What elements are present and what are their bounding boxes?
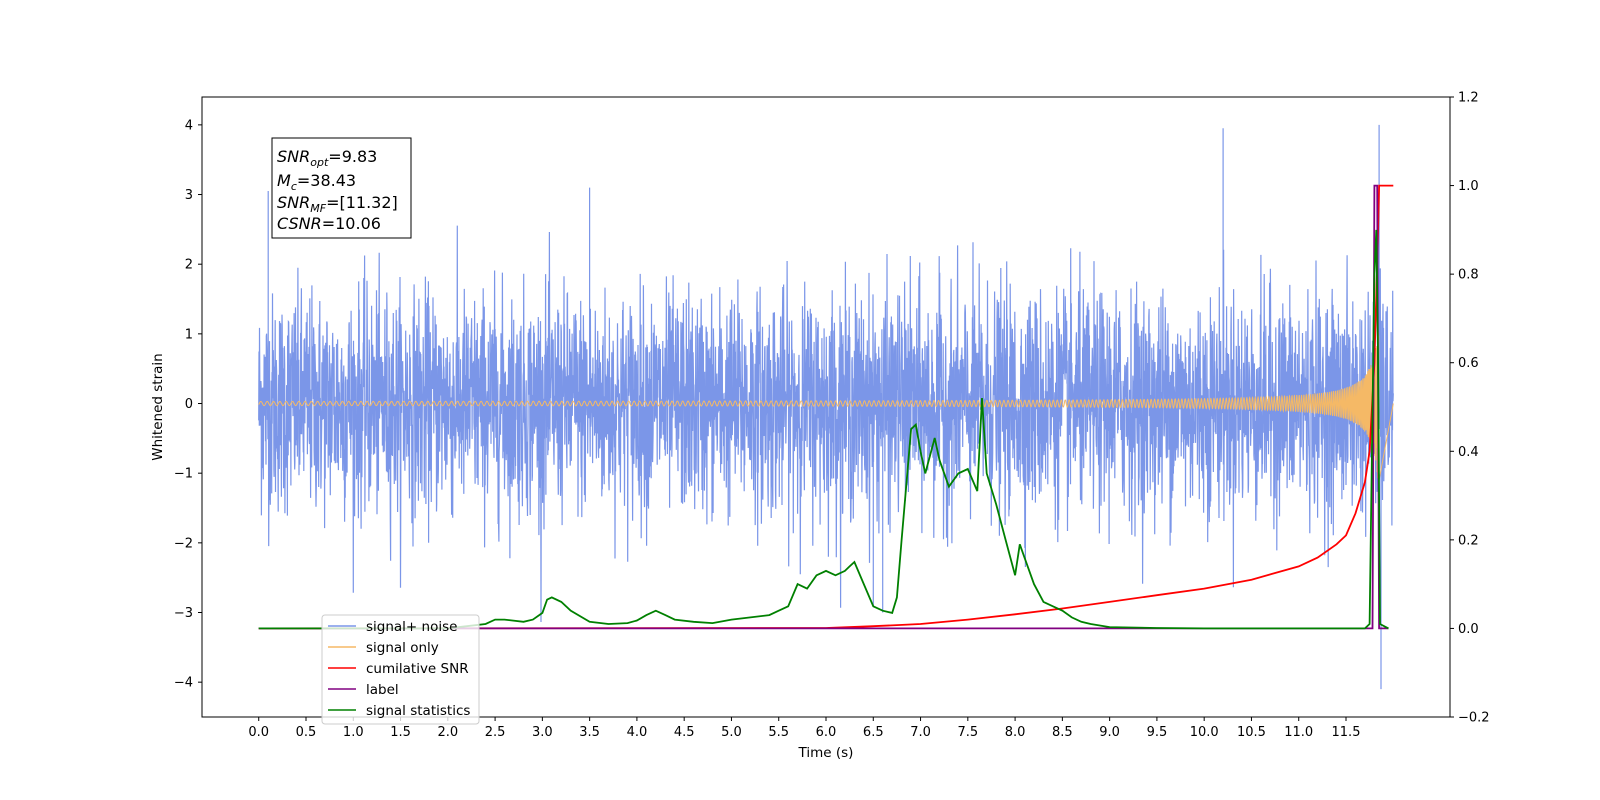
x-tick-label: 3.5	[579, 725, 600, 740]
y-left-tick-label: 2	[185, 258, 193, 273]
legend-label-label: label	[366, 682, 399, 698]
x-tick-label: 5.0	[721, 725, 742, 740]
x-tick-label: 9.5	[1147, 725, 1168, 740]
x-tick-label: 7.0	[910, 725, 931, 740]
series-layer	[258, 124, 1394, 690]
x-tick-label: 10.5	[1237, 725, 1266, 740]
y-right-tick-label: 0.6	[1458, 356, 1479, 371]
legend-label-signal-statistics: signal statistics	[366, 703, 470, 719]
y-left-tick-label: −2	[174, 536, 193, 551]
x-tick-label: 1.5	[390, 725, 411, 740]
x-tick-label: 4.0	[627, 725, 648, 740]
x-tick-label: 0.5	[296, 725, 317, 740]
y-right-tick-label: 0.2	[1458, 533, 1479, 548]
y-left-tick-label: 4	[185, 118, 193, 133]
x-tick-label: 1.0	[343, 725, 364, 740]
y-axis-right: −0.2 0.0 0.2 0.4 0.6 0.8 1.0 1.2	[1450, 91, 1490, 726]
metrics-annotation-box: SNRopt=9.83 Mc=38.43 SNRMF=[11.32] CSNR=…	[271, 137, 412, 239]
y-right-tick-label: 0.0	[1458, 622, 1479, 637]
y-right-tick-label: 1.2	[1458, 91, 1479, 106]
y-axis-label: Whitened strain	[150, 353, 166, 460]
x-tick-label: 3.0	[532, 725, 553, 740]
x-tick-label: 9.0	[1099, 725, 1120, 740]
y-right-tick-label: 0.4	[1458, 445, 1479, 460]
legend: signal+ noise signal only cumilative SNR…	[321, 614, 480, 725]
y-right-tick-label: −0.2	[1458, 711, 1490, 726]
series-signal-noise	[258, 124, 1394, 690]
x-tick-label: 11.5	[1332, 725, 1361, 740]
x-tick-label: 11.0	[1284, 725, 1313, 740]
x-tick-label: 8.5	[1052, 725, 1073, 740]
x-tick-label: 0.0	[248, 725, 269, 740]
csnr-text: CSNR=10.06	[277, 214, 381, 233]
legend-frame	[321, 614, 480, 725]
x-tick-label: 2.5	[485, 725, 506, 740]
legend-label-signal-only: signal only	[366, 640, 439, 656]
x-tick-label: 10.0	[1190, 725, 1219, 740]
y-left-tick-label: 0	[185, 397, 193, 412]
y-right-tick-label: 1.0	[1458, 179, 1479, 194]
x-tick-label: 7.5	[957, 725, 978, 740]
y-left-tick-label: −1	[174, 467, 193, 482]
y-left-tick-label: −4	[174, 676, 193, 691]
y-axis-left: −4 −3 −2 −1 0 1 2 3 4	[174, 118, 202, 691]
legend-label-signal-noise: signal+ noise	[366, 619, 457, 635]
y-left-tick-label: 1	[185, 327, 193, 342]
x-tick-label: 4.5	[674, 725, 695, 740]
x-tick-label: 6.0	[816, 725, 837, 740]
x-tick-label: 8.0	[1005, 725, 1026, 740]
snr-mf-text: SNRMF=[11.32]	[277, 193, 398, 215]
snr-opt-text: SNRopt=9.83	[277, 147, 377, 169]
series-signal-statistics	[258, 229, 1389, 630]
y-left-tick-label: 3	[185, 188, 193, 203]
series-signal-only	[258, 332, 1394, 483]
x-tick-label: 6.5	[863, 725, 884, 740]
mc-text: Mc=38.43	[277, 171, 356, 193]
y-right-tick-label: 0.8	[1458, 268, 1479, 283]
x-tick-label: 5.5	[768, 725, 789, 740]
y-left-tick-label: −3	[174, 606, 193, 621]
x-axis: 0.0 0.5 1.0 1.5 2.0 2.5 3.0 3.5 4.0 4.5 5.0 5.5 6.0 6…	[248, 717, 1360, 740]
legend-label-cumulative-snr: cumilative SNR	[366, 661, 469, 677]
x-tick-label: 2.0	[437, 725, 458, 740]
x-axis-label: Time (s)	[798, 745, 854, 761]
annotation-frame	[271, 137, 412, 239]
